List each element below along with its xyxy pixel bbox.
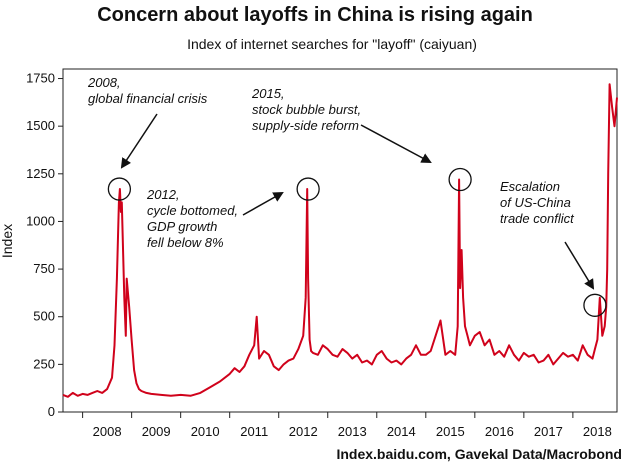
annotation-arrow	[242, 191, 284, 216]
annotation-circle	[448, 167, 472, 192]
x-tick-label: 2008	[93, 424, 122, 439]
chart-subtitle: Index of internet searches for "layoff" …	[187, 36, 477, 52]
annotation-text: 2015,	[251, 86, 285, 101]
series-line	[62, 83, 618, 398]
annotation-text: 2012,	[146, 187, 180, 202]
y-tick-label: 1750	[26, 71, 55, 86]
x-tick-label: 2018	[583, 424, 612, 439]
x-tick-label: 2015	[436, 424, 465, 439]
x-tick-label: 2014	[387, 424, 416, 439]
x-tick-label: 2009	[142, 424, 171, 439]
annotation-arrow	[120, 113, 158, 169]
annotation-text: GDP growth	[147, 219, 217, 234]
annotation-circle	[107, 177, 132, 201]
annotation-text: fell below 8%	[147, 235, 224, 250]
x-tick-label: 2013	[338, 424, 367, 439]
annotation-text: global financial crisis	[88, 91, 208, 106]
y-tick-label: 1000	[26, 213, 55, 228]
y-tick-label: 750	[33, 261, 55, 276]
annotation-arrow	[564, 241, 595, 290]
y-tick-label: 1500	[26, 118, 55, 133]
plot-area: 0 250 500 750 1000 1250 1500 1750 2008 2009 2010 20…	[26, 68, 618, 439]
annotation-text: trade conflict	[500, 211, 575, 226]
annotation-text: of US-China	[500, 195, 571, 210]
plot-frame	[62, 68, 618, 413]
annotation-circle	[296, 177, 320, 201]
annotation-arrow	[360, 124, 432, 163]
annotation-text: cycle bottomed,	[147, 203, 238, 218]
y-axis-label: Index	[0, 224, 15, 258]
x-tick-label: 2012	[289, 424, 318, 439]
x-tick-label: 2017	[534, 424, 563, 439]
y-tick-label: 500	[33, 309, 55, 324]
source-note: Index.baidu.com, Gavekal Data/Macrobond	[336, 446, 622, 462]
x-tick-label: 2011	[240, 424, 268, 439]
x-tick-label: 2016	[485, 424, 514, 439]
annotation-circle	[583, 293, 607, 317]
y-tick-label: 0	[48, 404, 55, 419]
annotation-text: supply-side reform	[252, 118, 359, 133]
annotation-text: stock bubble burst,	[252, 102, 361, 117]
chart-title: Concern about layoffs in China is rising…	[97, 4, 533, 26]
annotation-text: Escalation	[500, 179, 560, 194]
annotation-text: 2008,	[87, 75, 121, 90]
y-tick-label: 250	[33, 356, 55, 371]
y-tick-label: 1250	[26, 166, 55, 181]
x-tick-label: 2010	[191, 424, 220, 439]
